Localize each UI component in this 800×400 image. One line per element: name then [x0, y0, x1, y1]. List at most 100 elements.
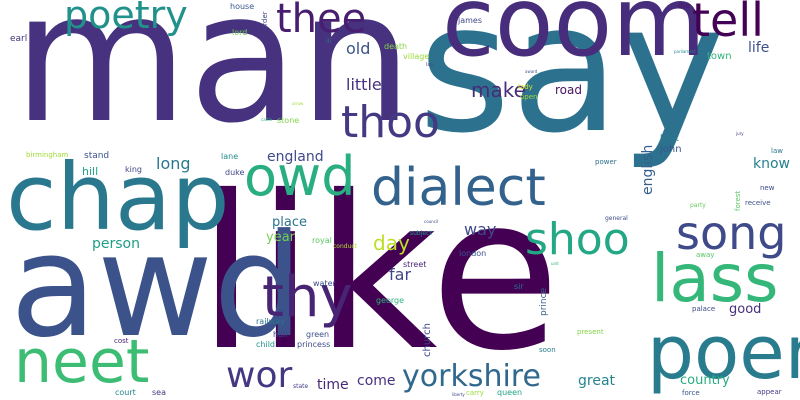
word-man: man: [13, 0, 413, 163]
word-coom: coom: [442, 0, 706, 78]
word-person: person: [92, 236, 140, 252]
word-water: water: [313, 279, 336, 288]
word-thee: thee: [276, 0, 367, 42]
word-hall: hall: [273, 330, 288, 339]
word-lane: lane: [221, 152, 239, 161]
word-say: say: [418, 0, 726, 172]
word-party: party: [690, 202, 706, 209]
word-die: die: [678, 1, 691, 10]
word-law: law: [771, 147, 783, 155]
word-house: house: [230, 2, 255, 11]
word-conduct: conduct: [333, 243, 358, 250]
word-time: time: [317, 377, 349, 393]
word-hill: hill: [82, 165, 99, 178]
word-duke: duke: [225, 168, 245, 177]
word-earl: earl: [10, 34, 28, 44]
word-england: england: [267, 149, 324, 165]
word-lord: lord: [232, 28, 248, 37]
word-far: far: [389, 265, 412, 284]
word-road: road: [555, 83, 582, 97]
word-king: king: [125, 165, 143, 174]
word-stone: stone: [277, 116, 300, 125]
word-english: english: [640, 144, 656, 195]
word-green: green: [306, 330, 330, 339]
word-chap: chap: [6, 144, 230, 251]
word-awd: awd: [10, 204, 304, 369]
word-life: life: [748, 40, 770, 56]
word-stand: stand: [84, 151, 110, 161]
word-neet: neet: [14, 327, 150, 397]
word-iii: iii: [326, 38, 332, 45]
word-liberty: liberty: [452, 392, 465, 397]
word-london: london: [459, 249, 487, 258]
word-long: long: [156, 154, 191, 173]
word-street: street: [403, 260, 427, 269]
word-country: country: [680, 373, 730, 388]
word-princess: princess: [297, 340, 331, 349]
word-royal: royal: [312, 236, 332, 245]
word-great: great: [578, 373, 616, 389]
word-carry: carry: [466, 389, 484, 397]
word-state: state: [293, 383, 309, 390]
word-soon: soon: [539, 346, 556, 354]
word-force: force: [682, 389, 700, 397]
word-power: power: [595, 158, 617, 166]
word-prince: prince: [539, 287, 549, 316]
word-lady: lady: [518, 83, 533, 91]
word-old: old: [346, 39, 371, 58]
word-tell: tell: [692, 0, 764, 47]
word-dialect: dialect: [371, 158, 546, 218]
word-little: little: [346, 75, 382, 94]
word-railway: railway: [256, 317, 285, 326]
word-receive: receive: [745, 199, 771, 207]
word-arrow: arrow: [292, 101, 304, 106]
word-order: order: [261, 11, 269, 30]
word-george: george: [376, 296, 405, 305]
word-birmingham: birmingham: [26, 151, 69, 159]
word-john: john: [660, 144, 682, 155]
word-cost: cost: [114, 337, 129, 345]
word-cattle: cattle: [261, 117, 273, 122]
word-appear: appear: [757, 388, 782, 396]
word-look: look: [660, 134, 679, 144]
word-thy: thy: [262, 265, 353, 330]
word-song: song: [676, 206, 787, 260]
word-parliament: parliament: [674, 49, 696, 54]
word-palace: palace: [692, 305, 716, 313]
word-church: church: [422, 323, 433, 357]
word-present: present: [577, 328, 604, 336]
word-come: come: [357, 373, 396, 389]
word-away: away: [696, 251, 715, 259]
word-poem: poem: [647, 310, 800, 396]
word-general: general: [605, 215, 628, 222]
word-lay: lay: [426, 62, 434, 68]
word-open: open: [520, 93, 538, 101]
word-thoo: thoo: [341, 97, 440, 148]
word-queen: queen: [497, 388, 523, 397]
word-town: town: [707, 51, 732, 62]
word-shoo: shoo: [525, 214, 630, 265]
word-council: council: [424, 219, 439, 224]
word-jury: jury: [736, 131, 744, 136]
word-james: james: [458, 16, 483, 25]
word-new: new: [760, 184, 775, 192]
word-forest: forest: [734, 190, 742, 211]
word-sir: sir: [514, 282, 524, 291]
word-place: place: [272, 215, 307, 230]
word-village: village: [403, 52, 430, 61]
word-like: like: [197, 150, 561, 397]
word-wor: wor: [226, 355, 293, 396]
word-court: court: [115, 388, 136, 397]
word-death: death: [384, 42, 408, 51]
word-year: year: [266, 230, 296, 245]
word-know: know: [753, 156, 790, 172]
word-child: child: [256, 340, 275, 349]
word-good: good: [729, 302, 762, 317]
word-owd: owd: [244, 145, 356, 208]
word-unit: unit: [551, 261, 559, 266]
word-lass: lass: [651, 240, 779, 317]
word-award: award: [525, 69, 538, 74]
word-make: make: [471, 78, 526, 102]
word-way: way: [464, 220, 497, 239]
